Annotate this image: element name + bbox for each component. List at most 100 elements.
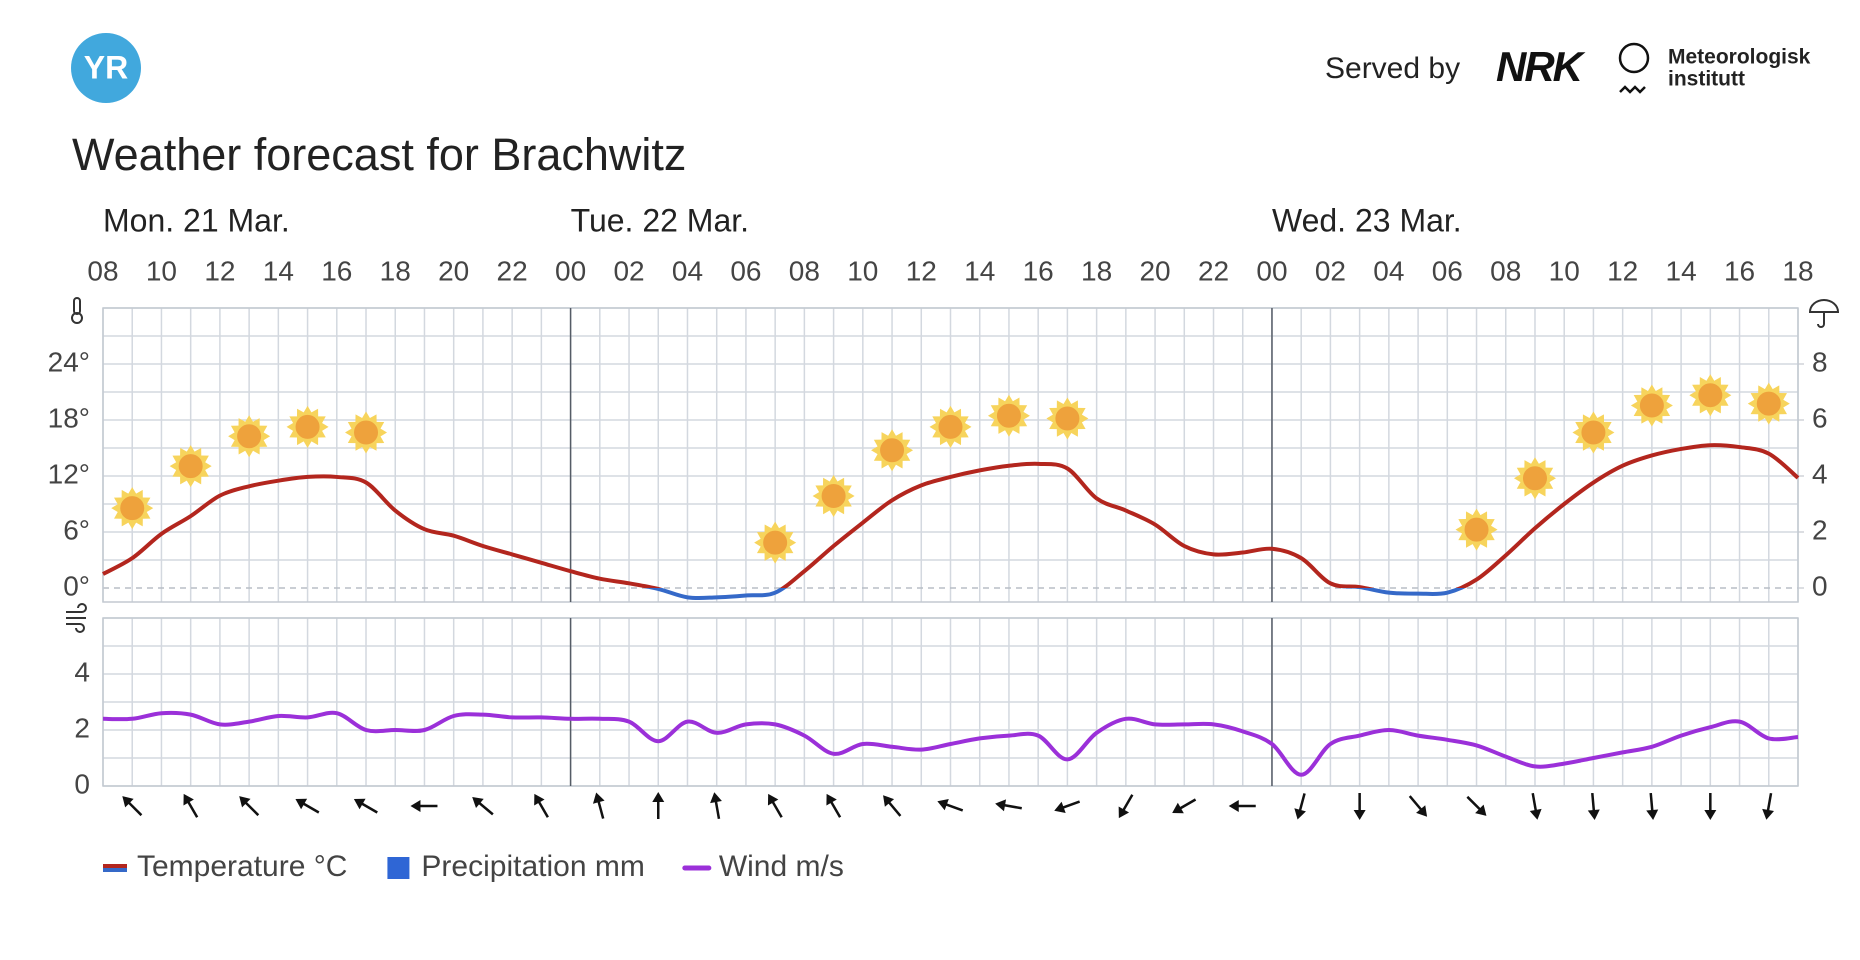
wind-arrow xyxy=(410,800,438,812)
sun-disc xyxy=(1520,464,1549,493)
x-tick-label: 16 xyxy=(1724,255,1755,286)
wind-arrow xyxy=(1529,792,1542,820)
weather-symbol xyxy=(169,445,212,488)
weather-symbol xyxy=(1114,445,1135,475)
weather-symbol xyxy=(1406,528,1427,558)
wind-arrow xyxy=(883,795,902,817)
logo-text: YR xyxy=(84,49,128,85)
served-by: Served by xyxy=(1325,52,1460,85)
x-tick-label: 06 xyxy=(1432,255,1463,286)
weather-symbol xyxy=(530,497,551,527)
y2-tick-label: 0 xyxy=(1812,570,1828,601)
moon xyxy=(1173,480,1194,510)
series-line xyxy=(102,710,1799,777)
arrow-head xyxy=(1646,809,1659,820)
weather-symbol xyxy=(345,411,388,454)
y2-tick-label: 4 xyxy=(1812,458,1828,489)
x-tick-label: 08 xyxy=(1490,255,1521,286)
met-logo: Meteorologisk institutt xyxy=(1618,42,1811,94)
weather-symbol xyxy=(413,463,434,493)
wind-arrow xyxy=(239,796,260,817)
x-tick-label: 12 xyxy=(1607,255,1638,286)
day-label: Tue. 22 Mar. xyxy=(571,202,749,238)
x-tick-label: 00 xyxy=(1256,255,1287,286)
x-tick-label: 08 xyxy=(87,255,118,286)
wind-arrow xyxy=(1054,800,1081,814)
y-tick-label: 4 xyxy=(74,656,90,687)
arrow-head xyxy=(239,796,251,808)
sun-disc xyxy=(1696,381,1725,410)
y-tick-label: 24° xyxy=(48,346,90,377)
x-tick-label: 10 xyxy=(1549,255,1580,286)
x-tick-label: 14 xyxy=(964,255,995,286)
arrow-head xyxy=(767,793,779,806)
x-tick-label: 02 xyxy=(1315,255,1346,286)
weather-symbol xyxy=(1513,457,1556,500)
wind-arrow xyxy=(826,793,842,818)
sun-disc xyxy=(936,412,965,441)
arrow-head xyxy=(592,792,605,804)
x-tick-label: 02 xyxy=(613,255,644,286)
x-tick-label: 08 xyxy=(789,255,820,286)
arrow-head xyxy=(937,798,949,811)
arrow-head xyxy=(353,798,366,810)
wind-arrow xyxy=(1762,792,1774,820)
sun-disc xyxy=(1462,515,1491,544)
arrow-head xyxy=(1529,808,1542,820)
x-tick-label: 06 xyxy=(730,255,761,286)
arrow-head xyxy=(1054,801,1066,814)
arrow-head xyxy=(1353,810,1366,820)
weather-symbol xyxy=(1289,492,1311,522)
arrow-head xyxy=(1416,805,1428,817)
wind-arrow xyxy=(1646,792,1659,820)
sun-disc xyxy=(1053,404,1082,433)
wind-arrow xyxy=(1353,793,1366,820)
legend-label: Wind m/s xyxy=(719,850,844,883)
x-tick-label: 16 xyxy=(1023,255,1054,286)
arrow-head xyxy=(1172,802,1184,814)
wind-arrow xyxy=(472,797,494,816)
weather-symbol xyxy=(647,523,668,553)
wind-icon xyxy=(66,603,87,633)
arrow-head xyxy=(183,793,194,806)
moon xyxy=(588,513,609,543)
arrow-head xyxy=(1118,806,1130,819)
weather-symbol xyxy=(1572,411,1615,454)
weather-symbol xyxy=(588,513,609,543)
weather-symbol xyxy=(228,415,271,458)
day-label: Mon. 21 Mar. xyxy=(103,202,290,238)
x-tick-label: 00 xyxy=(555,255,586,286)
y2-tick-label: 2 xyxy=(1812,514,1828,545)
wind-arrow xyxy=(710,792,722,820)
x-tick-label: 20 xyxy=(438,255,469,286)
arrow-head xyxy=(1228,800,1239,812)
sun-disc xyxy=(761,528,790,557)
chart-title: Weather forecast for Brachwitz xyxy=(72,129,686,180)
moon xyxy=(1114,445,1135,475)
nrk-logo: NRK xyxy=(1496,43,1586,90)
x-tick-label: 22 xyxy=(1198,255,1229,286)
x-tick-label: 16 xyxy=(321,255,352,286)
met-text: institutt xyxy=(1668,68,1745,91)
sun-disc xyxy=(352,418,381,447)
wind-arrow xyxy=(592,792,605,819)
wind-arrow xyxy=(652,792,665,819)
umbrella-icon xyxy=(1808,299,1840,328)
legend-swatch xyxy=(103,868,127,872)
moon xyxy=(471,480,492,510)
arrow-head xyxy=(1762,808,1774,820)
y-tick-label: 6° xyxy=(63,514,90,545)
arrow-head xyxy=(1587,809,1600,820)
arrow-head xyxy=(122,796,134,808)
plot-frame xyxy=(102,617,1799,787)
y-tick-label: 0 xyxy=(74,768,90,799)
yr-logo: YR xyxy=(71,33,141,103)
weather-symbol xyxy=(286,405,329,448)
weather-symbol xyxy=(1173,480,1194,510)
wind-arrow xyxy=(1172,798,1197,814)
x-tick-label: 22 xyxy=(497,255,528,286)
x-tick-label: 12 xyxy=(906,255,937,286)
x-tick-label: 12 xyxy=(204,255,235,286)
weather-symbol xyxy=(1046,397,1089,440)
